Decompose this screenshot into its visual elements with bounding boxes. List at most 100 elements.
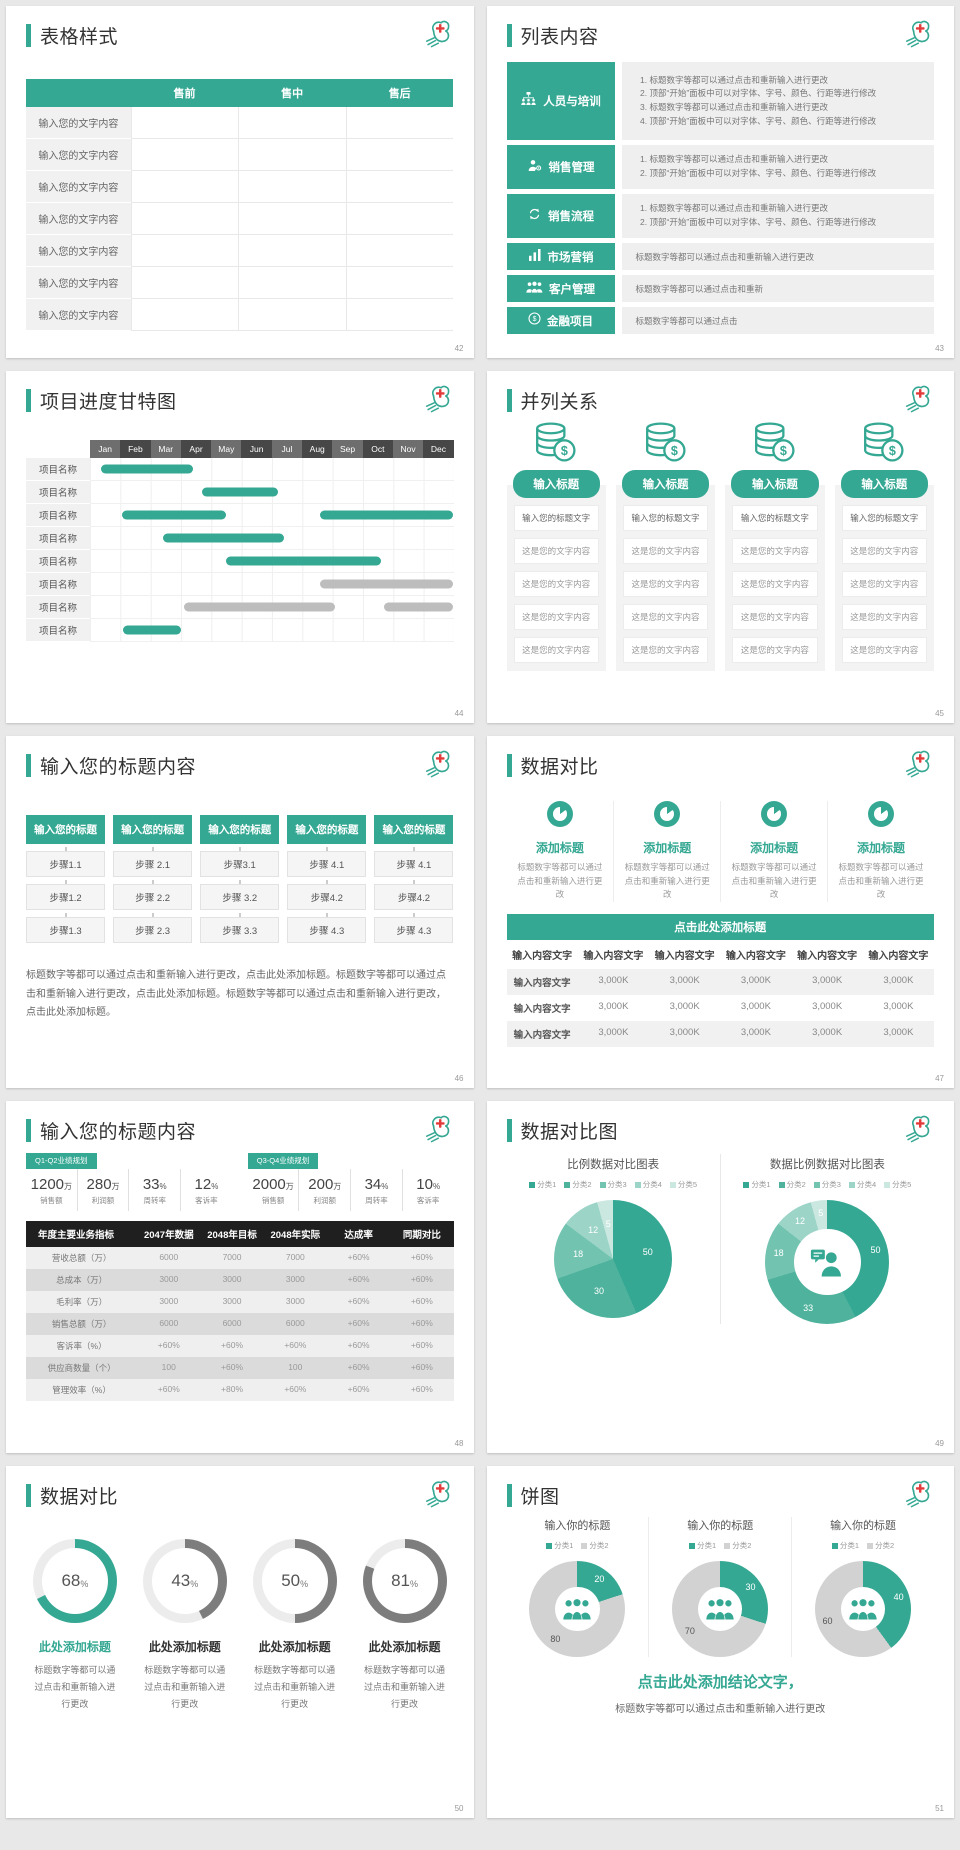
pie-chart: 50 30 18 12 5 bbox=[554, 1200, 673, 1318]
line-text: 顶部“开始”面板中可以对字体、字号、颜色、行距等进行修改 bbox=[650, 115, 877, 129]
step-box: 步骤3.1 bbox=[200, 847, 280, 877]
table-cell: 总成本（万） bbox=[56, 1274, 108, 1285]
legend-item: 分类5 bbox=[884, 1179, 911, 1190]
stat: 280万 利润额 bbox=[78, 1168, 130, 1211]
slide-header: 输入您的标题内容 bbox=[26, 1117, 454, 1144]
month-cell: Mar bbox=[150, 440, 181, 458]
step-column-header: 输入您的标题 bbox=[113, 815, 193, 844]
month-cell: Feb bbox=[120, 440, 151, 458]
table-cell: +60% bbox=[221, 1361, 244, 1372]
gantt-row: 项目名称 bbox=[26, 458, 454, 481]
step-columns: 输入您的标题 步骤1.1 步骤1.2 步骤1.3 输入您的标题 步骤 2.1 步骤 2.2 步… bbox=[26, 815, 454, 943]
legend-item: 分类4 bbox=[848, 1179, 876, 1190]
legend-label: 分类2 bbox=[572, 1180, 592, 1189]
list-item-content: 标题数字等都可以通过点击和重新输入进行更改顶部“开始”面板中可以对字体、字号、颜… bbox=[621, 62, 934, 140]
table-header-cell: 达成率 bbox=[344, 1229, 373, 1241]
table-row: 毛利率（万） 3000 3000 3000 +60% +60% bbox=[26, 1290, 454, 1313]
list-item: 客户管理 标题数字等都可以通过点击和重新 bbox=[506, 275, 934, 302]
donut-charts: 输入你的标题 分类1 分类2 20 80 输入你的标题 分类1 分类2 30 70 输入你的标题 分类… bbox=[507, 1517, 935, 1657]
page-number: 51 bbox=[935, 1804, 944, 1813]
legend-item: 分类1 bbox=[831, 1540, 859, 1551]
legend-swatch bbox=[743, 1181, 750, 1188]
table-cell: 输入内容文字 bbox=[513, 977, 571, 989]
chart-title: 输入你的标题 bbox=[544, 1520, 611, 1532]
table-cell: +60% bbox=[157, 1383, 180, 1394]
slide-title: 数据对比 bbox=[40, 1487, 119, 1508]
title-accent-bar bbox=[26, 24, 31, 47]
slide-50-progress-rings[interactable]: 数据对比 68% 此处添加标题 标题数字等都可以通过点击和重新输入进行更改 43% 此处… bbox=[6, 1466, 474, 1818]
chart-legend: 分类1 分类2 bbox=[507, 1540, 649, 1551]
month-cell: Apr bbox=[180, 440, 212, 458]
slide-42-table-style[interactable]: 表格样式 售前 售中 售后 输入您的文字内容 输入您的文字内容 输入您的文字内容 输入您的文… bbox=[6, 6, 474, 358]
stat-label: 利润额 bbox=[313, 1195, 337, 1205]
table-cell: +60% bbox=[347, 1361, 370, 1372]
comparison-charts: 比例数据对比图表 分类1 分类2 分类3 分类4 分类5 50 30 18 12 5 数据比例数据对比… bbox=[507, 1154, 935, 1324]
feature-title: 添加标题 bbox=[643, 841, 692, 855]
column-boxes: 输入您的标题文字 这是您的文字内容 这是您的文字内容 这是您的文字内容 这是您的文字内容 bbox=[506, 485, 606, 671]
step-box: 步骤 2.2 bbox=[113, 880, 193, 910]
sales-process-icon bbox=[527, 207, 542, 225]
slice-label: 18 bbox=[773, 1247, 784, 1258]
legend-swatch bbox=[884, 1181, 891, 1188]
brand-logo-icon bbox=[902, 1478, 936, 1508]
slide-51-donuts[interactable]: 饼图 输入你的标题 分类1 分类2 20 80 输入你的标题 分类1 分类2 30 70 输入你的标… bbox=[486, 1466, 954, 1818]
chart-title: 输入你的标题 bbox=[687, 1520, 754, 1532]
slide-title: 列表内容 bbox=[520, 27, 599, 48]
slide-46-steps[interactable]: 输入您的标题内容 输入您的标题 步骤1.1 步骤1.2 步骤1.3 输入您的标题 步骤 2… bbox=[6, 736, 474, 1088]
pie-badge-icon bbox=[868, 801, 895, 827]
slide-44-gantt[interactable]: 项目进度甘特图 Jan Feb Mar Apr May Jun Jul Aug Sep Oct No… bbox=[6, 371, 474, 723]
table-cell: +60% bbox=[410, 1273, 433, 1284]
percent-sign: % bbox=[410, 1579, 419, 1589]
slide-43-list-content[interactable]: 列表内容 人员与培训标题数字等都可以通过点击和重新输入进行更改顶部“开始”面板中… bbox=[486, 6, 954, 358]
feature-desc: 标题数字等都可以通过点击和重新输入进行更改 bbox=[838, 862, 924, 900]
slide-45-parallel[interactable]: 并列关系 $ 输入标题 输入您的标题文字 这是您的文字内容 这是您的文字内容 这是您的文字… bbox=[486, 371, 954, 723]
title-accent-bar bbox=[506, 754, 512, 777]
table-cell: 毛利率（万） bbox=[56, 1296, 108, 1307]
progress-ring-group: 43% 此处添加标题 标题数字等都可以通过点击和重新输入进行更改 bbox=[136, 1539, 234, 1713]
table-cell: 100 bbox=[288, 1361, 303, 1372]
ring-value: 50% bbox=[281, 1571, 309, 1590]
column-boxes: 输入您的标题文字 这是您的文字内容 这是您的文字内容 这是您的文字内容 这是您的文字内容 bbox=[725, 485, 825, 671]
line-text: 标题数字等都可以通过点击 bbox=[635, 315, 738, 326]
donut-block: 输入你的标题 分类1 分类2 20 80 bbox=[507, 1517, 649, 1657]
legend-swatch bbox=[778, 1181, 785, 1188]
progress-ring-group: 50% 此处添加标题 标题数字等都可以通过点击和重新输入进行更改 bbox=[246, 1539, 344, 1713]
brand-logo-icon bbox=[422, 1113, 456, 1143]
column-title-box: 输入您的标题文字 bbox=[622, 505, 709, 531]
table-row: 客诉率（%） +60% +60% +60% +60% +60% bbox=[26, 1334, 454, 1357]
column-title-button: 输入标题 bbox=[840, 470, 928, 498]
brand-logo-icon bbox=[902, 383, 936, 413]
stat-value: 1200万 bbox=[30, 1175, 73, 1193]
slide-47-data-compare[interactable]: 数据对比 添加标题 标题数字等都可以通过点击和重新输入进行更改 添加标题 标题数字等都… bbox=[486, 736, 954, 1088]
legend-label: 分类5 bbox=[677, 1180, 698, 1189]
gantt-bar bbox=[320, 579, 454, 589]
column-text-box: 这是您的文字内容 bbox=[513, 604, 599, 630]
step-box: 步骤 2.3 bbox=[113, 913, 193, 943]
legend-swatch bbox=[831, 1542, 838, 1549]
slide-header: 输入您的标题内容 bbox=[26, 752, 454, 779]
slide-title: 输入您的标题内容 bbox=[40, 757, 197, 778]
column-text-box: 这是您的文字内容 bbox=[732, 637, 818, 663]
stat-unit: 万 bbox=[111, 1181, 120, 1191]
step-box: 步骤 2.1 bbox=[113, 847, 193, 877]
table-cell bbox=[345, 235, 454, 267]
step-box: 步骤4.2 bbox=[287, 880, 367, 910]
step-box: 步骤 4.3 bbox=[374, 913, 454, 943]
gantt-bar bbox=[183, 602, 336, 612]
slide-49-pie-charts[interactable]: 数据对比图 比例数据对比图表 分类1 分类2 分类3 分类4 分类5 50 30 18 12 5 数据… bbox=[486, 1101, 954, 1453]
legend-swatch bbox=[564, 1181, 571, 1188]
table-cell: 3,000K bbox=[740, 974, 771, 986]
table-cell: +60% bbox=[347, 1251, 370, 1262]
table-cell bbox=[130, 235, 239, 267]
table-cell bbox=[345, 267, 454, 299]
table-row: 总成本（万） 3000 3000 3000 +60% +60% bbox=[26, 1268, 454, 1291]
donut-chart: 50 33 18 12 5 bbox=[765, 1200, 890, 1324]
numbered-lines: 标题数字等都可以通过点击和重新输入进行更改顶部“开始”面板中可以对字体、字号、颜… bbox=[636, 153, 877, 180]
gantt-track bbox=[90, 596, 454, 619]
chart-legend: 分类1 分类2 分类3 分类4 分类5 bbox=[721, 1179, 934, 1190]
slide-header: 表格样式 bbox=[26, 22, 454, 49]
slide-48-kpi-table[interactable]: 输入您的标题内容 Q1-Q2业绩规划 1200万 销售额 280万 利润额 33% 周转率 1… bbox=[6, 1101, 474, 1453]
table-cell: 6000 bbox=[159, 1317, 179, 1328]
stat-unit: 万 bbox=[333, 1181, 342, 1191]
